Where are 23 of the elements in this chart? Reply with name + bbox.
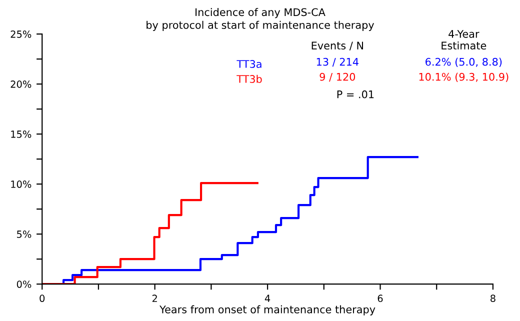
x-tick-label: 0 bbox=[40, 294, 45, 302]
annotation: 13 / 214 bbox=[316, 58, 358, 67]
chart-title: Incidence of any MDS-CA bbox=[196, 8, 326, 18]
y-tick-label: 25% bbox=[10, 30, 32, 38]
y-tick-label: 0% bbox=[16, 280, 32, 288]
annotation: 4-Year Estimate bbox=[442, 30, 486, 50]
annotation: 9 / 120 bbox=[320, 72, 356, 82]
y-tick-label: 5% bbox=[17, 230, 32, 238]
x-axis-title: Years from onset of maintenance therapy bbox=[160, 305, 376, 316]
y-tick-label: 20% bbox=[10, 80, 32, 88]
x-tick-label: 6 bbox=[378, 294, 383, 302]
annotation: 6.2% (5.0, 8.8) bbox=[426, 58, 502, 67]
x-tick-label: 2 bbox=[152, 294, 157, 302]
y-tick-label: 10% bbox=[11, 180, 32, 188]
annotation: Events / N bbox=[312, 42, 363, 50]
y-tick-label: 15% bbox=[11, 130, 32, 138]
annotation: 10.1% (9.3, 10.9) bbox=[419, 72, 508, 82]
chart-subtitle: by protocol at start of maintenance therapy bbox=[146, 20, 374, 31]
annotation: P = .01 bbox=[337, 90, 374, 98]
text: TT3b bbox=[236, 74, 262, 83]
x-tick-label: 4 bbox=[264, 294, 270, 302]
text: TT3a bbox=[236, 60, 262, 68]
x-tick-label: 8 bbox=[490, 294, 496, 302]
